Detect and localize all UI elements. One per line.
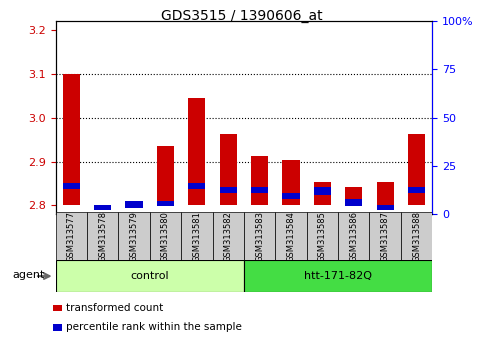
Bar (188, 183, 205, 189)
Bar (251, 187, 268, 193)
Bar (314, 182, 331, 205)
Text: GSM313579: GSM313579 (129, 211, 139, 262)
Bar (345, 199, 362, 206)
Text: GSM313584: GSM313584 (286, 211, 296, 262)
Text: GSM313577: GSM313577 (67, 211, 76, 262)
Bar (188, 98, 205, 205)
Bar (369, 212, 401, 260)
Bar (338, 212, 369, 260)
Bar (401, 212, 432, 260)
Bar (150, 212, 181, 260)
Bar (220, 187, 237, 193)
Bar (251, 156, 268, 205)
Bar (345, 187, 362, 205)
Bar (244, 260, 432, 292)
Bar (56, 260, 244, 292)
Bar (63, 74, 80, 205)
Text: GSM313588: GSM313588 (412, 211, 421, 262)
Text: transformed count: transformed count (66, 303, 163, 313)
Bar (63, 183, 80, 189)
Bar (87, 212, 118, 260)
Bar (283, 193, 299, 199)
Bar (283, 160, 299, 205)
Bar (94, 205, 111, 210)
Bar (408, 187, 425, 193)
Text: GDS3515 / 1390606_at: GDS3515 / 1390606_at (161, 9, 322, 23)
Text: GSM313580: GSM313580 (161, 211, 170, 262)
Bar (213, 212, 244, 260)
Text: GSM313581: GSM313581 (192, 211, 201, 262)
Bar (157, 201, 174, 206)
Text: htt-171-82Q: htt-171-82Q (304, 271, 372, 281)
Bar (181, 212, 213, 260)
Bar (220, 134, 237, 205)
Text: agent: agent (12, 270, 44, 280)
Bar (275, 212, 307, 260)
Text: GSM313587: GSM313587 (381, 211, 390, 262)
Text: GSM313586: GSM313586 (349, 211, 358, 262)
Text: GSM313578: GSM313578 (98, 211, 107, 262)
Bar (244, 212, 275, 260)
Text: percentile rank within the sample: percentile rank within the sample (66, 322, 242, 332)
Bar (126, 201, 142, 209)
Bar (157, 146, 174, 205)
Bar (408, 134, 425, 205)
Text: GSM313583: GSM313583 (255, 211, 264, 262)
Bar (314, 187, 331, 195)
Bar (56, 212, 87, 260)
Bar (118, 212, 150, 260)
Text: GSM313582: GSM313582 (224, 211, 233, 262)
Bar (377, 205, 394, 210)
Bar (377, 182, 394, 205)
Text: GSM313585: GSM313585 (318, 211, 327, 262)
Text: control: control (130, 271, 169, 281)
Bar (307, 212, 338, 260)
